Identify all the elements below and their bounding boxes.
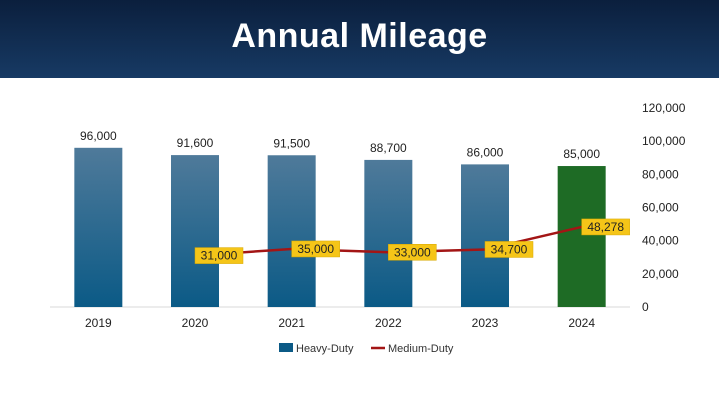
x-tick-label-2023: 2023 <box>472 316 499 330</box>
title-banner: Annual Mileage <box>0 0 719 78</box>
line-value-label-2021: 35,000 <box>297 242 334 256</box>
x-tick-label-2024: 2024 <box>568 316 595 330</box>
bar-heavy-duty-2022 <box>364 159 413 307</box>
bar-value-label-2023: 86,000 <box>467 145 504 159</box>
x-tick-label-2019: 2019 <box>85 316 112 330</box>
line-label-box-2021 <box>291 240 340 258</box>
y-tick-label-80000: 80,000 <box>642 167 679 181</box>
bar-heavy-duty-2020 <box>171 155 219 307</box>
bar-heavy-duty-2024 <box>557 166 606 307</box>
line-value-label-2022: 33,000 <box>394 245 431 259</box>
line-value-label-2024: 48,278 <box>587 220 624 234</box>
line-label-box-2023 <box>484 241 534 258</box>
y-tick-label-120000: 120,000 <box>642 101 686 115</box>
bar-value-label-2022: 88,700 <box>370 141 407 155</box>
y-tick-label-60000: 60,000 <box>642 201 679 215</box>
legend-label-heavy-duty: Heavy-Duty <box>296 343 354 355</box>
legend-swatch-heavy-duty <box>279 343 293 352</box>
line-label-box-2020 <box>194 247 244 264</box>
y-tick-label-100000: 100,000 <box>642 134 686 148</box>
line-label-box-2022 <box>388 244 437 261</box>
line-value-label-2023: 34,700 <box>491 242 528 256</box>
line-value-label-2020: 31,000 <box>201 249 238 263</box>
y-tick-label-20000: 20,000 <box>642 267 679 281</box>
y-tick-label-0: 0 <box>642 300 649 314</box>
y-tick-label-40000: 40,000 <box>642 234 679 248</box>
x-tick-label-2022: 2022 <box>375 316 402 330</box>
legend-label-medium-duty: Medium-Duty <box>388 343 454 355</box>
bar-value-label-2019: 96,000 <box>80 129 117 143</box>
x-tick-label-2021: 2021 <box>278 316 305 330</box>
bar-heavy-duty-2019 <box>74 147 123 307</box>
bar-heavy-duty-2023 <box>461 164 509 307</box>
bar-value-label-2024: 85,000 <box>563 147 600 161</box>
bar-value-label-2021: 91,500 <box>273 136 310 150</box>
bar-value-label-2020: 91,600 <box>177 136 214 150</box>
line-label-box-2024 <box>581 218 630 236</box>
bar-heavy-duty-2021 <box>267 155 316 307</box>
x-tick-label-2020: 2020 <box>182 316 209 330</box>
annual-mileage-chart: 96,000 2019 91,600 2020 91,500 2021 88,700 2022… <box>50 101 686 355</box>
page-title: Annual Mileage <box>231 16 488 55</box>
